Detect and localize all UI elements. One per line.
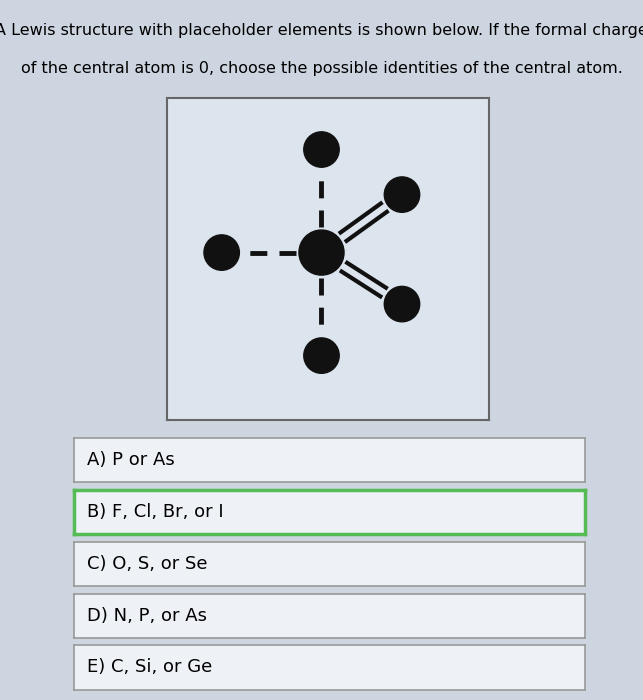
Text: A) P or As: A) P or As xyxy=(87,452,174,469)
Text: B) F, Cl, Br, or I: B) F, Cl, Br, or I xyxy=(87,503,223,521)
Text: C) O, S, or Se: C) O, S, or Se xyxy=(87,555,207,573)
Text: E) C, Si, or Ge: E) C, Si, or Ge xyxy=(87,659,212,676)
Circle shape xyxy=(299,230,344,275)
Circle shape xyxy=(303,338,340,373)
Text: D) N, P, or As: D) N, P, or As xyxy=(87,607,207,624)
Circle shape xyxy=(303,132,340,167)
Circle shape xyxy=(385,286,420,322)
Text: A Lewis structure with placeholder elements is shown below. If the formal charge: A Lewis structure with placeholder eleme… xyxy=(0,23,643,38)
Circle shape xyxy=(385,177,420,212)
Text: of the central atom is 0, choose the possible identities of the central atom.: of the central atom is 0, choose the pos… xyxy=(21,62,622,76)
Circle shape xyxy=(204,234,239,270)
